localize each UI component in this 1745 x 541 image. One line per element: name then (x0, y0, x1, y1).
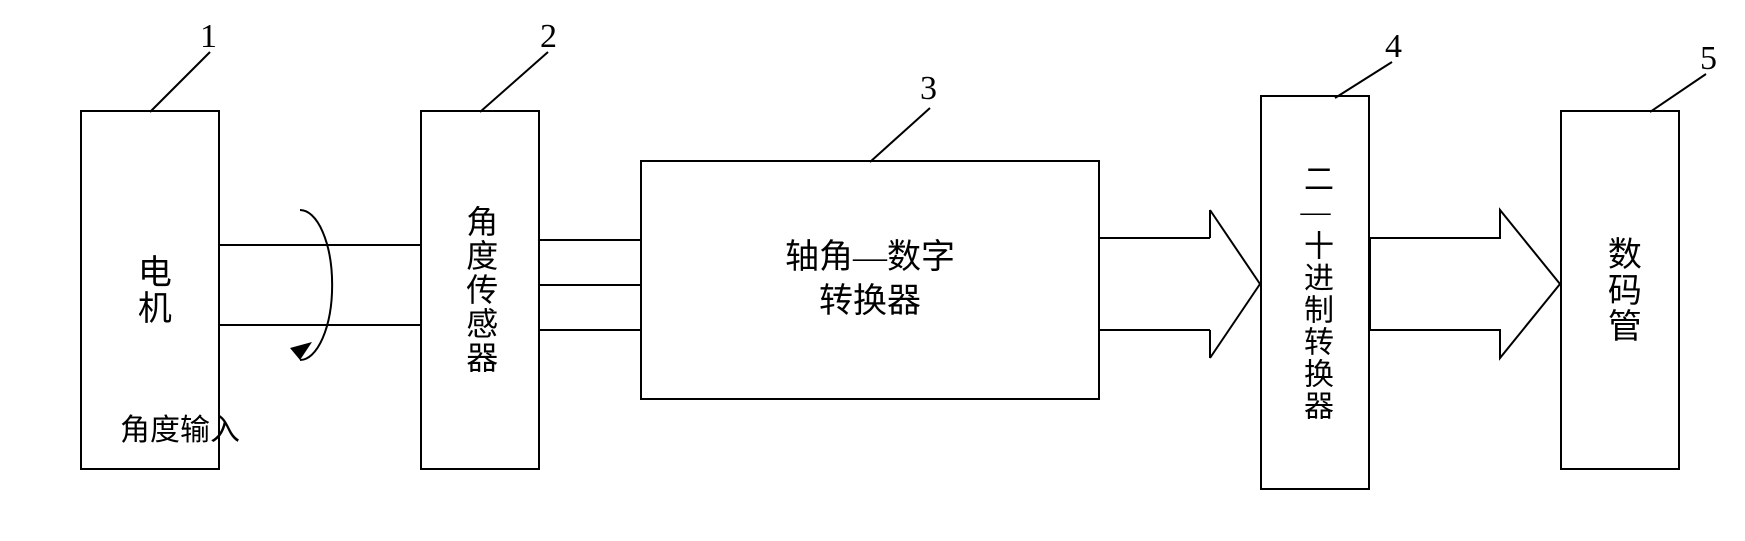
box-shaft-angle-digital-converter: 轴角—数字 转换器 (640, 160, 1100, 400)
box-converter-label: 轴角—数字 转换器 (785, 236, 955, 324)
callout-5: 5 (1700, 40, 1717, 78)
box-angle-sensor: 角度传感器 (420, 110, 540, 470)
box-display-label: 数码管 (1600, 236, 1641, 344)
box-digital-display: 数码管 (1560, 110, 1680, 470)
callout-2: 2 (540, 18, 557, 56)
box-bin-dec-label: 二—十进制转换器 (1297, 163, 1333, 422)
block-arrow-4-5 (1370, 210, 1560, 358)
callout-3: 3 (920, 70, 937, 108)
box-converter-label-line2: 转换器 (819, 283, 921, 320)
block-arrow-3-4 (1100, 210, 1260, 358)
callout-1: 1 (200, 18, 217, 56)
triple-line-connector (540, 240, 640, 330)
box-motor-label: 电机 (130, 254, 171, 326)
block-diagram: 电机 角度传感器 轴角—数字 转换器 二—十进制转换器 数码管 1 2 3 4 … (0, 0, 1745, 541)
callout-4: 4 (1385, 28, 1402, 66)
angle-input-label: 角度输入 (120, 405, 240, 449)
box-angle-sensor-label: 角度传感器 (461, 205, 499, 375)
box-converter-label-line1: 轴角—数字 (785, 239, 955, 276)
box-bin-dec-converter: 二—十进制转换器 (1260, 95, 1370, 490)
shaft-connector (220, 210, 420, 360)
